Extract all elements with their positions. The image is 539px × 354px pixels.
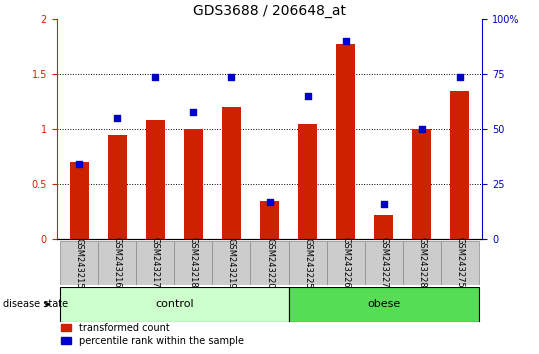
Point (303, 93, 312, 99)
Bar (99, 241, 136, 285)
Point (227, 74, 236, 79)
Point (417, 126, 426, 132)
Text: GSM243225: GSM243225 (303, 238, 312, 288)
Text: GSM243228: GSM243228 (417, 238, 426, 288)
Bar (327, 241, 364, 285)
Bar (212, 241, 251, 285)
Bar (336, 44, 355, 239)
Point (151, 74, 160, 79)
Text: GSM243275: GSM243275 (455, 238, 464, 288)
Bar (184, 129, 203, 239)
Title: GDS3688 / 206648_at: GDS3688 / 206648_at (193, 5, 346, 18)
Bar (146, 120, 165, 239)
Text: GSM243226: GSM243226 (341, 238, 350, 288)
Text: GSM243227: GSM243227 (379, 238, 388, 288)
Point (379, 201, 388, 207)
Bar (450, 91, 469, 239)
Bar (251, 241, 288, 285)
Bar (403, 241, 440, 285)
Bar (298, 124, 317, 239)
Bar (412, 129, 431, 239)
Text: control: control (155, 299, 194, 309)
Bar (288, 241, 327, 285)
Text: GSM243215: GSM243215 (75, 238, 84, 288)
Point (113, 115, 122, 121)
Point (265, 199, 274, 205)
Text: GSM243217: GSM243217 (151, 238, 160, 288)
Text: GSM243216: GSM243216 (113, 238, 122, 288)
Bar (175, 241, 212, 285)
Bar (440, 241, 479, 285)
Bar (136, 241, 175, 285)
Text: GSM243219: GSM243219 (227, 238, 236, 288)
Bar (260, 200, 279, 239)
Bar (288, 287, 479, 322)
Point (455, 74, 464, 79)
Bar (364, 241, 403, 285)
Bar (70, 162, 89, 239)
Point (341, 39, 350, 44)
Text: obese: obese (367, 299, 400, 309)
Bar (374, 215, 393, 239)
Bar (60, 287, 288, 322)
Point (189, 109, 198, 114)
Bar (222, 107, 241, 239)
Text: GSM243218: GSM243218 (189, 238, 198, 288)
Bar (60, 241, 99, 285)
Point (75, 161, 84, 167)
Text: GSM243220: GSM243220 (265, 238, 274, 288)
Text: disease state: disease state (3, 299, 68, 309)
Legend: transformed count, percentile rank within the sample: transformed count, percentile rank withi… (61, 323, 244, 346)
Bar (108, 135, 127, 239)
